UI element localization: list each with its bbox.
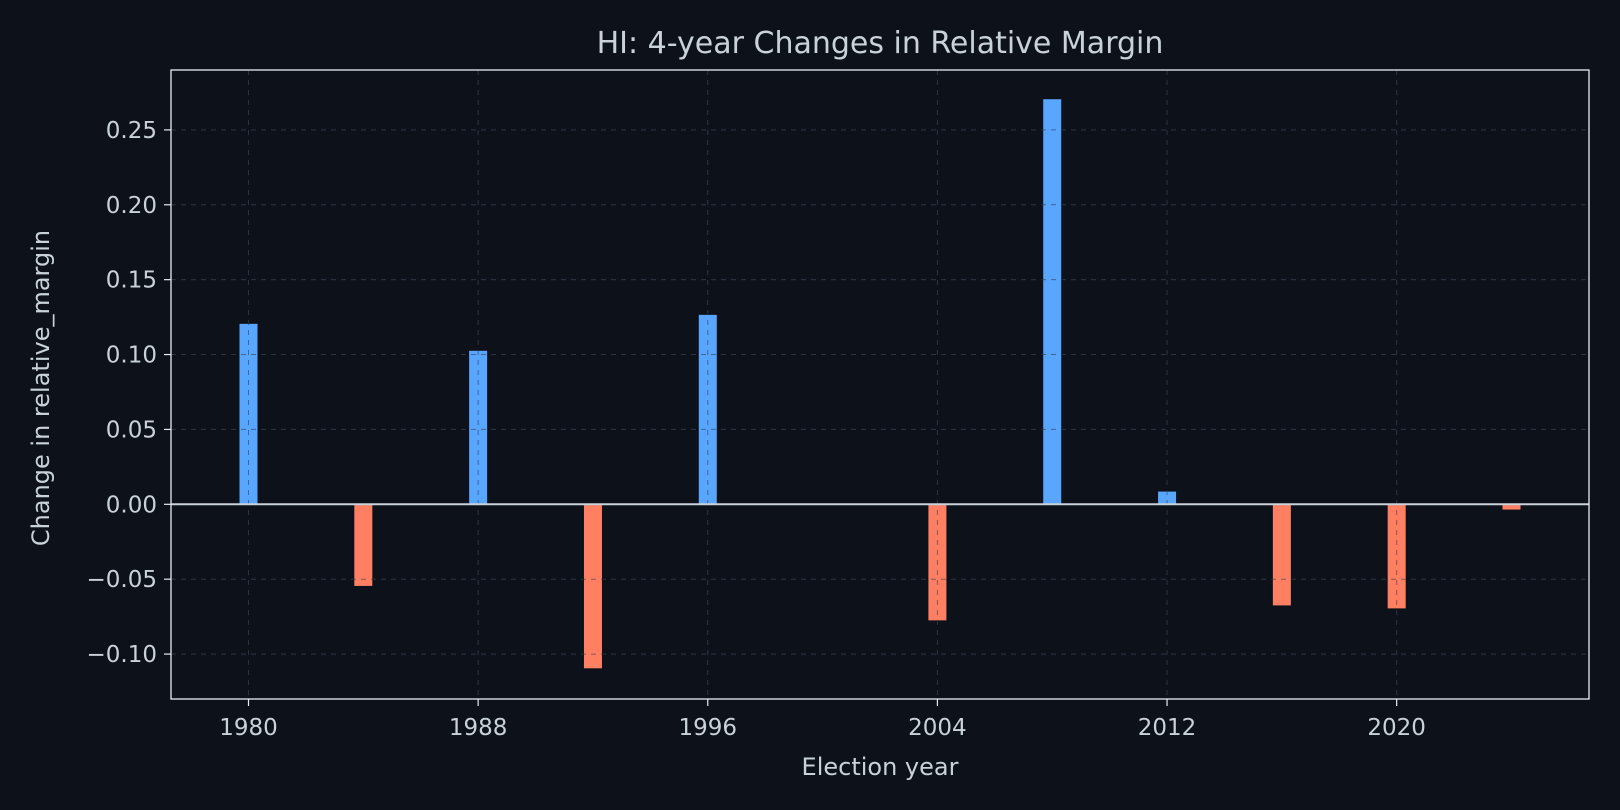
chart-title: HI: 4-year Changes in Relative Margin (597, 26, 1164, 61)
y-axis-ticks: −0.10 −0.05 0.00 0.05 0.10 0.15 0.20 0.25 (87, 118, 171, 668)
y-tick-label: 0.25 (106, 118, 157, 144)
x-axis-label: Election year (802, 753, 959, 781)
x-axis-ticks: 1980 1988 1996 2004 2012 2020 (219, 699, 1426, 741)
y-axis-label: Change in relative_margin (27, 230, 55, 546)
x-tick-label: 1996 (678, 715, 737, 741)
y-tick-label: 0.20 (106, 193, 157, 219)
x-tick-label: 2020 (1367, 715, 1426, 741)
bar-2016 (1271, 503, 1293, 607)
x-tick-label: 2004 (908, 715, 967, 741)
y-tick-label: −0.05 (87, 567, 157, 593)
x-tick-label: 1980 (219, 715, 278, 741)
bar-2008 (1041, 97, 1063, 506)
plot-frame (170, 69, 1590, 700)
y-tick-label: 0.15 (106, 268, 157, 294)
bar-1992 (582, 503, 604, 670)
bar-1984 (352, 503, 374, 588)
x-tick-label: 1988 (449, 715, 508, 741)
y-tick-label: 0.10 (106, 343, 157, 369)
y-tick-label: 0.05 (106, 417, 157, 443)
x-tick-label: 2012 (1138, 715, 1197, 741)
y-tick-label: 0.00 (106, 492, 157, 518)
bars (238, 97, 1522, 670)
y-tick-label: −0.10 (87, 642, 157, 668)
